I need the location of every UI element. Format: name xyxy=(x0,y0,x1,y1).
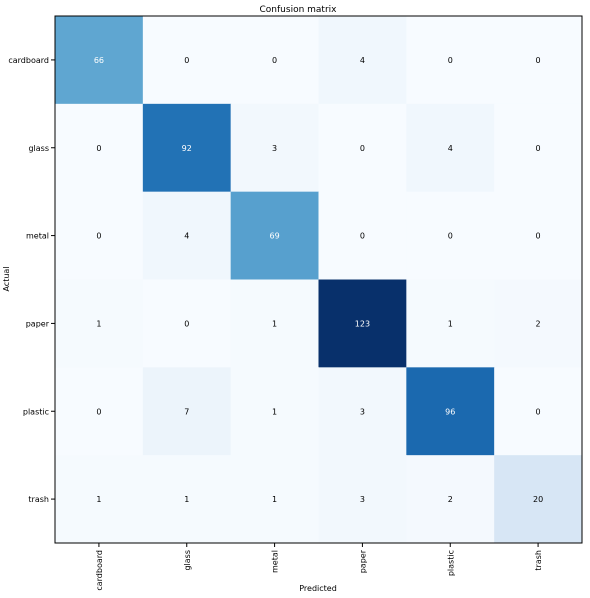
cell-value-label: 0 xyxy=(448,232,453,241)
x-tick-label: cardboard xyxy=(95,550,104,591)
y-tick-label: cardboard xyxy=(8,56,49,65)
cell-value-label: 0 xyxy=(360,232,365,241)
cell-value-label: 1 xyxy=(272,407,277,416)
heatmap-cell-metal-plastic xyxy=(406,191,495,280)
heatmap-cell-paper-metal xyxy=(230,279,319,368)
heatmap-cell-trash-plastic xyxy=(406,455,495,544)
heatmap-cell-cardboard-trash xyxy=(494,16,583,105)
y-axis-label: Actual xyxy=(2,266,11,291)
heatmap-cell-glass-metal xyxy=(230,103,319,193)
heatmap-cell-cardboard-plastic xyxy=(406,16,495,105)
heatmap-cell-metal-metal xyxy=(230,191,319,280)
y-tick-label: plastic xyxy=(23,407,49,416)
heatmap-cell-paper-glass xyxy=(142,279,232,368)
cell-value-label: 7 xyxy=(184,407,189,416)
x-tick-label: metal xyxy=(271,550,280,573)
cell-value-label: 0 xyxy=(96,407,101,416)
heatmap-cell-metal-paper xyxy=(318,191,407,280)
heatmap-cell-trash-glass xyxy=(142,455,232,544)
heatmap-cell-trash-cardboard xyxy=(55,455,144,544)
cell-value-label: 4 xyxy=(360,56,365,65)
cell-value-label: 1 xyxy=(96,495,101,504)
cell-value-label: 0 xyxy=(536,407,541,416)
cell-value-label: 0 xyxy=(536,56,541,65)
plot-frame xyxy=(54,15,583,544)
heatmap-cell-glass-trash xyxy=(494,103,583,193)
heatmap-cell-paper-trash xyxy=(494,279,583,368)
heatmap-cell-paper-paper xyxy=(318,279,407,368)
cell-value-label: 1 xyxy=(272,319,277,328)
heatmap-cell-glass-plastic xyxy=(406,103,495,193)
heatmap-cell-labels: 66 0 0 4 0 00 92 3 0 4 00 4 69 0 0 01 0 1 123 1 20 7 1 3 96 01 1 1 3… xyxy=(94,56,543,504)
cell-value-label: 92 xyxy=(182,144,192,153)
cell-value-label: 0 xyxy=(536,144,541,153)
cell-value-label: 2 xyxy=(536,319,541,328)
heatmap-cell-cardboard-metal xyxy=(230,16,319,105)
heatmap-cell-glass-glass xyxy=(142,103,232,193)
cell-value-label: 3 xyxy=(360,495,365,504)
cell-value-label: 0 xyxy=(360,144,365,153)
cell-value-label: 0 xyxy=(184,319,189,328)
cell-value-label: 69 xyxy=(269,232,279,241)
cell-value-label: 0 xyxy=(536,232,541,241)
heatmap-cell-glass-paper xyxy=(318,103,407,193)
cell-value-label: 66 xyxy=(94,56,104,65)
heatmap-cell-paper-plastic xyxy=(406,279,495,368)
heatmap-cell-plastic-glass xyxy=(142,367,232,456)
y-tick-label: glass xyxy=(28,144,49,153)
chart-title: Confusion matrix xyxy=(260,5,338,15)
heatmap-cell-metal-trash xyxy=(494,191,583,280)
heatmap-cell-paper-cardboard xyxy=(55,279,144,368)
heatmap-cells xyxy=(55,16,583,544)
cell-value-label: 0 xyxy=(184,56,189,65)
heatmap-cell-trash-metal xyxy=(230,455,319,544)
cell-value-label: 20 xyxy=(533,495,543,504)
cell-value-label: 0 xyxy=(96,144,101,153)
cell-value-label: 123 xyxy=(355,319,370,328)
heatmap-cell-plastic-metal xyxy=(230,367,319,456)
y-tick-label: trash xyxy=(28,495,49,504)
y-tick-label: paper xyxy=(26,319,50,328)
cell-value-label: 2 xyxy=(448,495,453,504)
heatmap-cell-cardboard-cardboard xyxy=(55,16,144,105)
cell-value-label: 0 xyxy=(448,56,453,65)
cell-value-label: 3 xyxy=(272,144,277,153)
cell-value-label: 4 xyxy=(184,232,189,241)
heatmap-cell-glass-cardboard xyxy=(55,103,144,193)
cell-value-label: 3 xyxy=(360,407,365,416)
heatmap-cell-metal-glass xyxy=(142,191,232,280)
heatmap-cell-plastic-paper xyxy=(318,367,407,456)
x-tick-label: plastic xyxy=(446,550,455,576)
heatmap-cell-plastic-plastic xyxy=(406,367,495,456)
heatmap-cell-trash-paper xyxy=(318,455,407,544)
cell-value-label: 96 xyxy=(445,407,455,416)
heatmap-cell-plastic-cardboard xyxy=(55,367,144,456)
x-tick-label: trash xyxy=(534,550,543,571)
y-tick-label: metal xyxy=(26,232,49,241)
cell-value-label: 0 xyxy=(272,56,277,65)
heatmap-cell-cardboard-glass xyxy=(142,16,232,105)
x-tick-label: glass xyxy=(183,550,192,571)
y-axis-ticks: cardboard glass metal paper plastic trash xyxy=(8,56,55,504)
cell-value-label: 0 xyxy=(96,232,101,241)
x-tick-label: paper xyxy=(358,549,367,573)
cell-value-label: 1 xyxy=(272,495,277,504)
heatmap-cell-trash-trash xyxy=(494,455,583,544)
heatmap-cell-metal-cardboard xyxy=(55,191,144,280)
cell-value-label: 1 xyxy=(184,495,189,504)
cell-value-label: 1 xyxy=(448,319,453,328)
cell-value-label: 4 xyxy=(448,144,453,153)
cell-value-label: 1 xyxy=(96,319,101,328)
x-axis-label: Predicted xyxy=(299,584,337,593)
heatmap-cell-cardboard-paper xyxy=(318,16,407,105)
heatmap-cell-plastic-trash xyxy=(494,367,583,456)
x-axis-ticks: cardboard glass metal paper plastic trash xyxy=(95,543,543,591)
